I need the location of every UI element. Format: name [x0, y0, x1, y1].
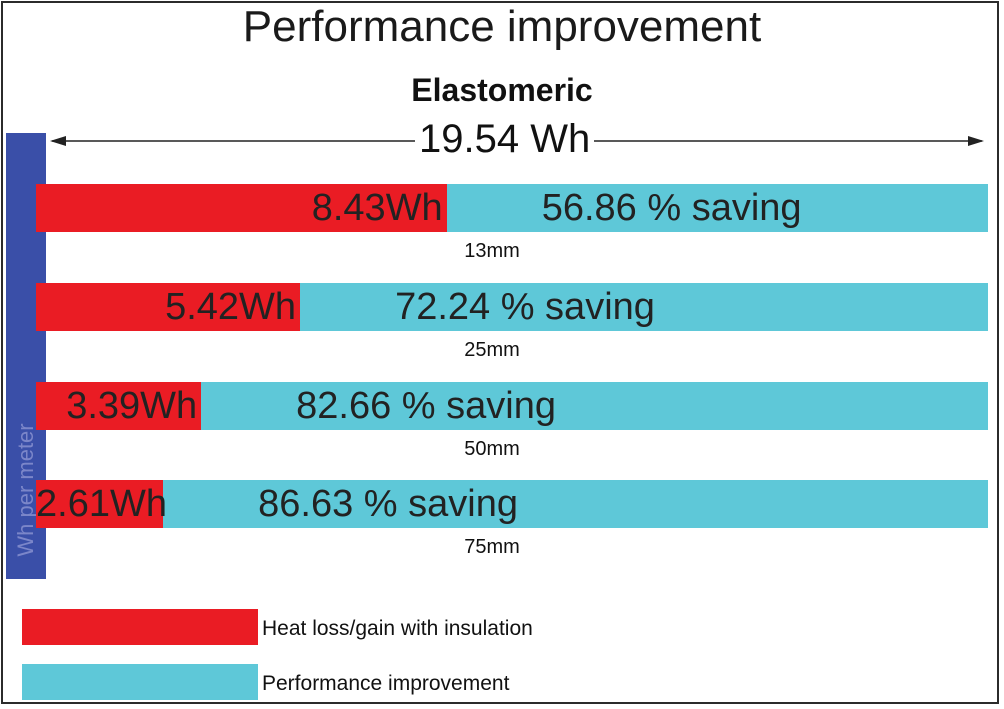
- heat-loss-bar-75mm: [36, 480, 164, 528]
- saving-label-75mm: 86.63 % saving: [258, 483, 518, 525]
- heat-loss-label-50mm: 3.39Wh: [66, 385, 198, 427]
- legend-label-heat-loss: Heat loss/gain with insulation: [262, 617, 533, 640]
- thickness-label-75mm: 75mm: [464, 536, 520, 558]
- total-label: 19.54 Wh: [415, 117, 595, 162]
- thickness-label-50mm: 50mm: [464, 438, 520, 460]
- saving-bar-75mm: [36, 480, 988, 528]
- legend-swatch-performance: [22, 664, 258, 700]
- saving-label-50mm: 82.66 % saving: [296, 385, 556, 427]
- total-arrow-head-right: [968, 136, 984, 146]
- chart-subtitle: Elastomeric: [411, 72, 593, 108]
- thickness-label-25mm: 25mm: [464, 339, 520, 361]
- heat-loss-bar-25mm: [36, 283, 301, 331]
- heat-loss-label-25mm: 5.42Wh: [165, 286, 297, 328]
- heat-loss-label-13mm: 8.43Wh: [311, 187, 443, 229]
- heat-loss-label-75mm: 2.61Wh: [36, 483, 167, 525]
- heat-loss-bar-50mm: [36, 382, 202, 430]
- saving-label-13mm: 56.86 % saving: [541, 187, 802, 229]
- total-arrow-head-left: [50, 136, 66, 146]
- thickness-label-13mm: 13mm: [464, 240, 520, 262]
- legend-swatch-heat-loss: [22, 609, 258, 645]
- heat-loss-bar-13mm: [36, 184, 447, 232]
- legend-label-performance: Performance improvement: [262, 672, 510, 695]
- chart-title: Performance improvement: [242, 2, 762, 51]
- saving-label-25mm: 72.24 % saving: [395, 286, 655, 328]
